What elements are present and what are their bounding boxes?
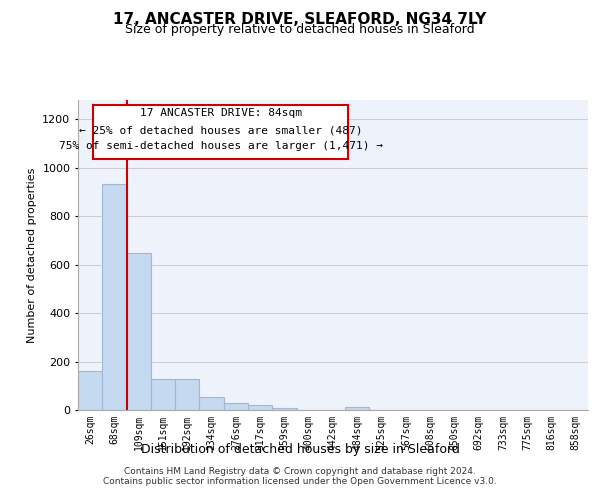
Text: 17 ANCASTER DRIVE: 84sqm: 17 ANCASTER DRIVE: 84sqm xyxy=(140,108,302,118)
Bar xyxy=(224,402,248,410)
Bar xyxy=(78,371,102,410)
Bar xyxy=(345,407,370,410)
Text: Contains public sector information licensed under the Open Government Licence v3: Contains public sector information licen… xyxy=(103,477,497,486)
Text: ← 25% of detached houses are smaller (487): ← 25% of detached houses are smaller (48… xyxy=(79,126,362,136)
FancyBboxPatch shape xyxy=(94,104,348,159)
Bar xyxy=(102,184,127,410)
Text: Contains HM Land Registry data © Crown copyright and database right 2024.: Contains HM Land Registry data © Crown c… xyxy=(124,467,476,476)
Text: 17, ANCASTER DRIVE, SLEAFORD, NG34 7LY: 17, ANCASTER DRIVE, SLEAFORD, NG34 7LY xyxy=(113,12,487,28)
Bar xyxy=(175,378,199,410)
Bar xyxy=(272,408,296,410)
Y-axis label: Number of detached properties: Number of detached properties xyxy=(26,168,37,342)
Text: Distribution of detached houses by size in Sleaford: Distribution of detached houses by size … xyxy=(140,442,460,456)
Bar xyxy=(127,252,151,410)
Text: Size of property relative to detached houses in Sleaford: Size of property relative to detached ho… xyxy=(125,22,475,36)
Text: 75% of semi-detached houses are larger (1,471) →: 75% of semi-detached houses are larger (… xyxy=(59,141,383,151)
Bar xyxy=(248,405,272,410)
Bar xyxy=(151,378,175,410)
Bar xyxy=(199,396,224,410)
